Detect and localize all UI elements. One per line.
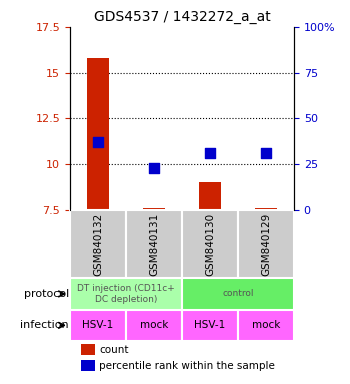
Text: GSM840132: GSM840132 [93, 212, 103, 276]
Bar [255, 208, 277, 210]
FancyBboxPatch shape [182, 210, 238, 278]
Point [151, 165, 157, 171]
FancyBboxPatch shape [70, 210, 126, 278]
Bar [143, 208, 165, 210]
Text: control: control [222, 290, 254, 298]
FancyBboxPatch shape [182, 310, 238, 341]
Point [207, 150, 213, 156]
FancyBboxPatch shape [126, 310, 182, 341]
Text: DT injection (CD11c+
DC depletion): DT injection (CD11c+ DC depletion) [77, 284, 175, 304]
Bar [87, 58, 109, 210]
FancyBboxPatch shape [182, 278, 294, 310]
Text: GSM840129: GSM840129 [261, 212, 271, 276]
Text: GSM840130: GSM840130 [205, 212, 215, 275]
FancyBboxPatch shape [126, 210, 182, 278]
FancyBboxPatch shape [70, 310, 126, 341]
Point [263, 150, 269, 156]
Text: GSM840131: GSM840131 [149, 212, 159, 276]
Text: mock: mock [140, 320, 168, 330]
Bar [81, 344, 94, 355]
Text: HSV-1: HSV-1 [194, 320, 226, 330]
Text: HSV-1: HSV-1 [82, 320, 114, 330]
Text: percentile rank within the sample: percentile rank within the sample [99, 361, 275, 371]
Point [95, 139, 101, 145]
FancyBboxPatch shape [238, 210, 294, 278]
Title: GDS4537 / 1432272_a_at: GDS4537 / 1432272_a_at [93, 10, 270, 25]
Bar [81, 360, 94, 371]
Text: infection: infection [20, 320, 69, 330]
Bar [199, 182, 221, 210]
FancyBboxPatch shape [238, 310, 294, 341]
Text: mock: mock [252, 320, 280, 330]
Text: protocol: protocol [24, 289, 69, 299]
FancyBboxPatch shape [70, 278, 182, 310]
Text: count: count [99, 345, 128, 355]
